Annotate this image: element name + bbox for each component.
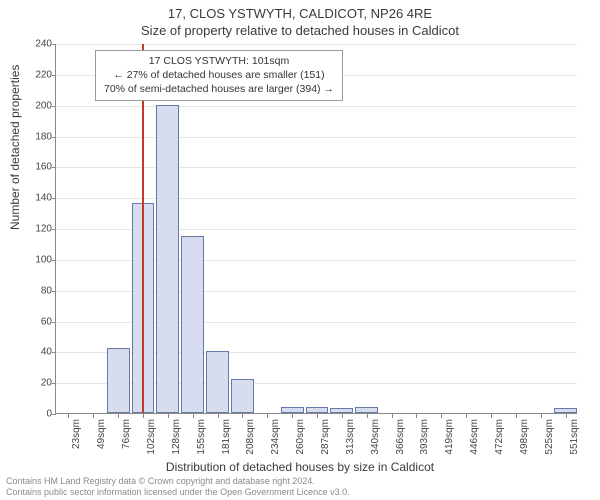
histogram-bar [156,105,179,413]
xtick-label: 472sqm [494,419,505,455]
xtick-label: 498sqm [519,419,530,455]
ytick-label: 160 [24,162,52,173]
histogram-bar [206,351,229,413]
xtick-mark [392,414,393,418]
gridline [56,44,577,45]
xtick-mark [292,414,293,418]
gridline [56,198,577,199]
histogram-bar [281,407,304,413]
xtick-mark [317,414,318,418]
xtick-mark [441,414,442,418]
xtick-mark [516,414,517,418]
ytick-mark [52,352,56,353]
xtick-mark [118,414,119,418]
xtick-label: 366sqm [395,419,406,455]
xtick-label: 128sqm [171,419,182,455]
xtick-mark [168,414,169,418]
ytick-label: 120 [24,224,52,235]
gridline [56,137,577,138]
x-axis-label: Distribution of detached houses by size … [0,460,600,474]
ytick-label: 140 [24,193,52,204]
histogram-chart: 02040608010012014016018020022024023sqm49… [55,44,577,414]
xtick-mark [242,414,243,418]
histogram-bar [107,348,130,413]
footer-attribution: Contains HM Land Registry data © Crown c… [6,476,350,498]
ytick-mark [52,75,56,76]
xtick-label: 419sqm [444,419,455,455]
histogram-bar [554,408,577,413]
xtick-label: 446sqm [469,419,480,455]
annotation-line-2: ← 27% of detached houses are smaller (15… [104,68,334,82]
histogram-bar [355,407,378,413]
page-subtitle: Size of property relative to detached ho… [0,21,600,38]
xtick-mark [267,414,268,418]
ytick-label: 0 [24,409,52,420]
annotation-box: 17 CLOS YSTWYTH: 101sqm ← 27% of detache… [95,50,343,101]
footer-line-1: Contains HM Land Registry data © Crown c… [6,476,350,487]
ytick-label: 20 [24,378,52,389]
xtick-label: 102sqm [146,419,157,455]
ytick-mark [52,167,56,168]
xtick-label: 525sqm [544,419,555,455]
xtick-label: 49sqm [96,419,107,449]
xtick-mark [143,414,144,418]
xtick-label: 287sqm [320,419,331,455]
xtick-label: 551sqm [569,419,580,455]
xtick-label: 234sqm [270,419,281,455]
ytick-mark [52,383,56,384]
xtick-mark [466,414,467,418]
ytick-label: 200 [24,100,52,111]
ytick-mark [52,44,56,45]
xtick-mark [566,414,567,418]
xtick-label: 208sqm [245,419,256,455]
ytick-label: 240 [24,39,52,50]
xtick-label: 155sqm [196,419,207,455]
gridline [56,106,577,107]
xtick-label: 340sqm [370,419,381,455]
ytick-mark [52,291,56,292]
xtick-label: 181sqm [221,419,232,455]
ytick-mark [52,198,56,199]
footer-line-2: Contains public sector information licen… [6,487,350,498]
ytick-mark [52,229,56,230]
xtick-mark [541,414,542,418]
ytick-mark [52,137,56,138]
page-title: 17, CLOS YSTWYTH, CALDICOT, NP26 4RE [0,0,600,21]
xtick-label: 393sqm [419,419,430,455]
annotation-line-3: 70% of semi-detached houses are larger (… [104,82,334,96]
ytick-label: 80 [24,285,52,296]
xtick-mark [342,414,343,418]
xtick-label: 76sqm [121,419,132,449]
ytick-mark [52,322,56,323]
xtick-mark [93,414,94,418]
xtick-mark [367,414,368,418]
histogram-bar [330,408,353,413]
ytick-label: 220 [24,69,52,80]
ytick-mark [52,414,56,415]
xtick-label: 313sqm [345,419,356,455]
xtick-mark [491,414,492,418]
xtick-label: 23sqm [71,419,82,449]
histogram-bar [306,407,329,413]
ytick-label: 60 [24,316,52,327]
histogram-bar [231,379,254,413]
ytick-mark [52,106,56,107]
ytick-label: 100 [24,254,52,265]
ytick-label: 40 [24,347,52,358]
xtick-mark [68,414,69,418]
annotation-line-1: 17 CLOS YSTWYTH: 101sqm [104,54,334,68]
xtick-mark [218,414,219,418]
y-axis-label: Number of detached properties [8,65,22,230]
xtick-label: 260sqm [295,419,306,455]
gridline [56,167,577,168]
histogram-bar [181,236,204,413]
xtick-mark [416,414,417,418]
xtick-mark [193,414,194,418]
ytick-label: 180 [24,131,52,142]
ytick-mark [52,260,56,261]
